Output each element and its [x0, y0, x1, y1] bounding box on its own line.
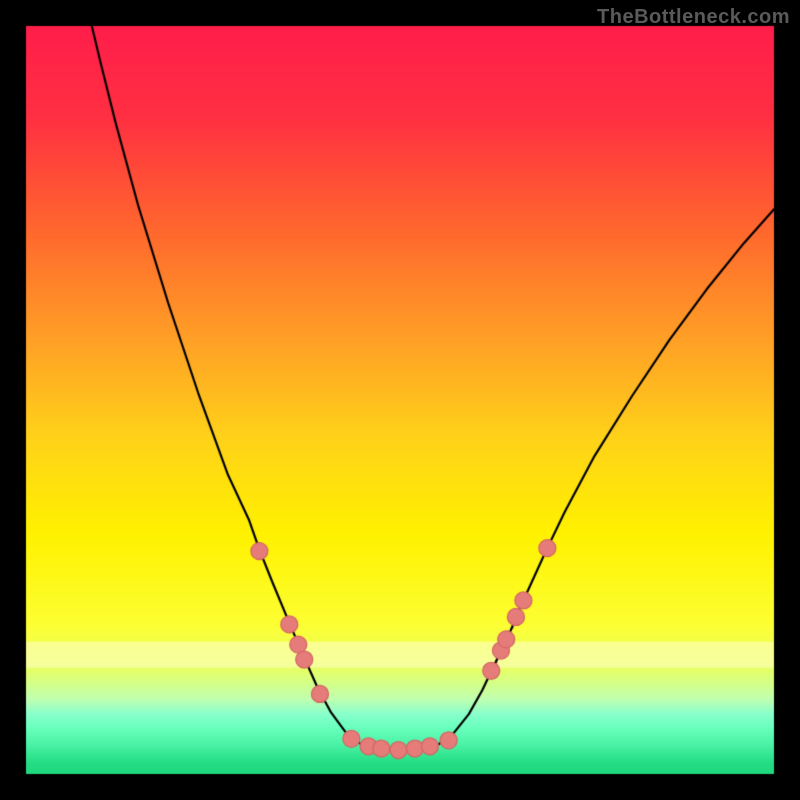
bottleneck-v-curve-chart	[0, 0, 800, 800]
watermark-text: TheBottleneck.com	[597, 6, 790, 29]
chart-container: TheBottleneck.com	[0, 0, 800, 800]
